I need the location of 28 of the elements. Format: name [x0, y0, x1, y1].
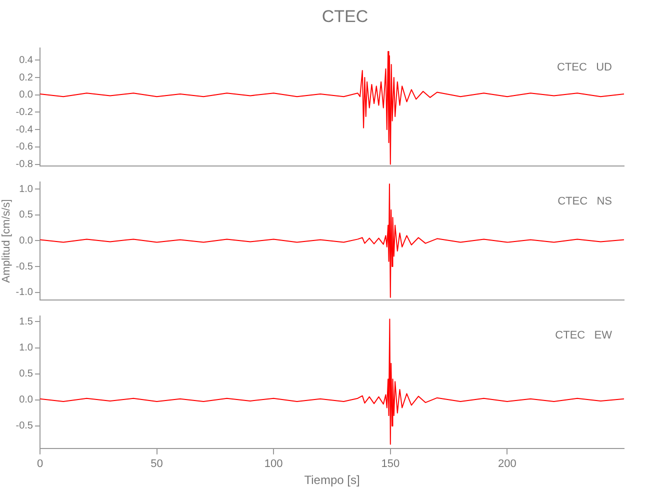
y-tick-label: -1.0 [16, 287, 34, 298]
y-tick-label: 0.5 [19, 210, 34, 221]
y-tick-label: 0.2 [19, 72, 34, 84]
y-tick-label: 0.5 [19, 368, 34, 380]
y-tick-label: 1.0 [19, 184, 34, 195]
x-tick-label: 200 [498, 458, 516, 470]
y-tick-label: -0.5 [16, 261, 34, 272]
y-axis-title: Amplitud [cm/s/s] [0, 199, 13, 283]
annotation: CTEC EW [555, 330, 613, 342]
x-tick-label: 150 [381, 458, 400, 470]
y-tick-label: -0.2 [16, 106, 34, 118]
annotation: CTEC NS [558, 196, 612, 208]
x-tick-label: 50 [150, 458, 163, 470]
y-tick-label: -0.5 [16, 420, 34, 432]
y-tick-label: 1.5 [19, 316, 34, 328]
y-tick-label: 1.0 [19, 342, 34, 354]
y-tick-label: 0.0 [19, 235, 34, 246]
x-axis-title: Tiempo [s] [304, 473, 360, 488]
y-tick-label: -0.4 [16, 124, 34, 136]
y-tick-label: 0.0 [19, 90, 34, 101]
y-tick-label: 0.4 [19, 54, 34, 66]
annotation: CTEC UD [557, 62, 612, 74]
chart-title: CTEC [320, 7, 370, 28]
y-tick-label: -0.8 [16, 159, 34, 170]
y-tick-label: -0.6 [16, 142, 34, 153]
y-tick-label: 0.0 [19, 394, 34, 406]
x-tick-label: 100 [264, 458, 283, 470]
x-tick-label: 0 [36, 458, 44, 470]
